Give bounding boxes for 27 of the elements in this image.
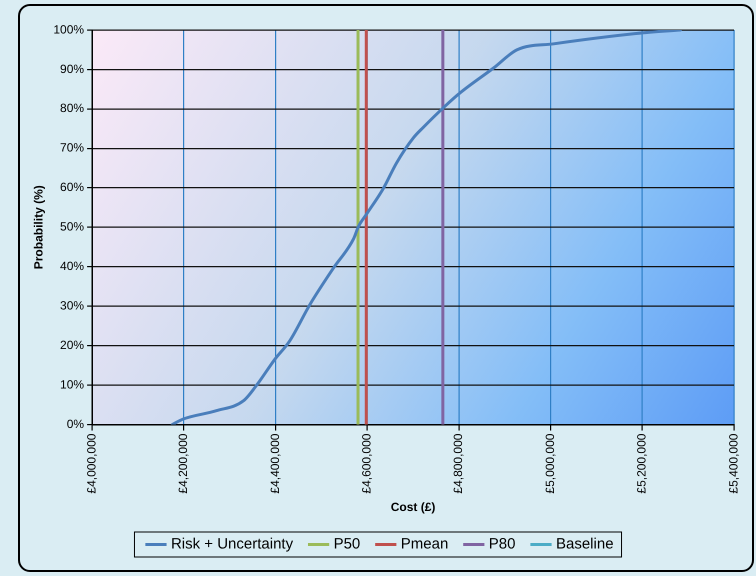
y-tick-label: 80%	[60, 101, 84, 116]
y-tick-label: 40%	[60, 259, 84, 274]
legend-label: Pmean	[400, 536, 448, 553]
x-tick-label: £4,000,000	[84, 433, 98, 494]
legend-label: Baseline	[556, 536, 614, 553]
legend-label: Risk + Uncertainty	[170, 536, 294, 553]
x-tick-label: £5,200,000	[634, 433, 649, 494]
y-tick-label: 0%	[66, 416, 84, 431]
y-tick-label: 60%	[60, 180, 84, 194]
x-tick-label: £4,600,000	[360, 433, 374, 494]
x-tick-label: £5,000,000	[542, 433, 557, 494]
x-tick-label: £4,800,000	[451, 433, 466, 494]
y-tick-label: 10%	[60, 377, 84, 392]
x-tick-label: £4,200,000	[176, 433, 190, 494]
y-tick-label: 50%	[60, 220, 84, 234]
x-tick-label: £4,400,000	[268, 433, 282, 494]
y-tick-label: 20%	[60, 338, 84, 352]
legend-label: P50	[334, 536, 360, 553]
x-axis-title: Cost (£)	[390, 500, 436, 514]
y-tick-label: 100%	[53, 22, 84, 36]
line-series	[170, 30, 682, 425]
x-tick-label: £5,400,000	[726, 433, 740, 494]
y-tick-label: 70%	[60, 140, 84, 155]
y-tick-label: 30%	[60, 298, 84, 312]
y-axis-title: Probability (%)	[32, 185, 46, 270]
y-tick-label: 90%	[60, 62, 84, 76]
legend-label: P80	[488, 536, 516, 553]
